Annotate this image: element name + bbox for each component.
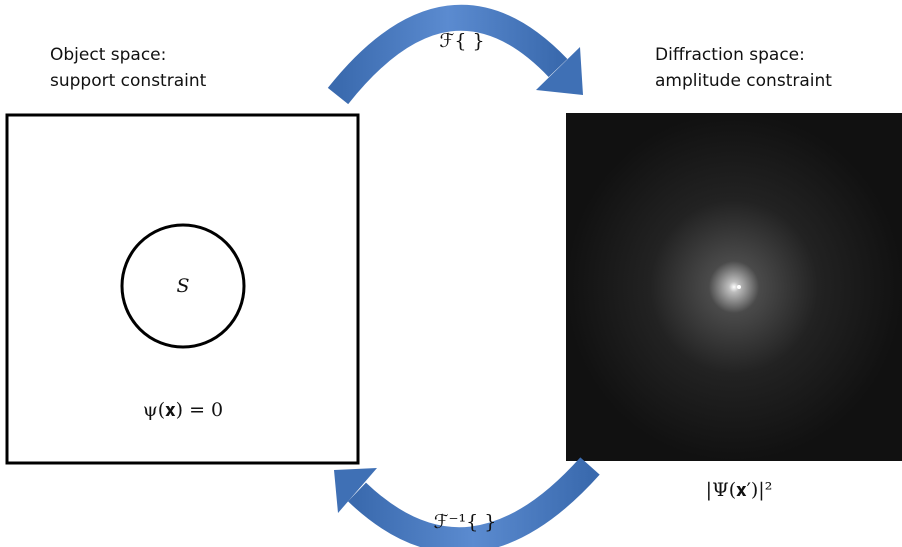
diffraction-title: Diffraction space: — [655, 45, 805, 65]
central-peak — [737, 285, 741, 289]
diffraction-subtitle: amplitude constraint — [655, 71, 832, 91]
object-title: Object space: — [50, 45, 166, 65]
object-subtitle: support constraint — [50, 71, 207, 91]
support-label: S — [176, 275, 189, 297]
inverse-label: ℱ⁻¹{ } — [434, 511, 497, 533]
diffraction-pattern — [566, 113, 902, 461]
object-equation: ψ(𝐱) = 0 — [143, 399, 223, 421]
page: Object space: support constraint S ψ(𝐱) … — [0, 0, 902, 547]
diffraction-equation: |Ψ(𝐱′)|² — [706, 479, 773, 501]
diagram: Object space: support constraint S ψ(𝐱) … — [0, 0, 902, 547]
forward-label: ℱ{ } — [439, 30, 484, 52]
